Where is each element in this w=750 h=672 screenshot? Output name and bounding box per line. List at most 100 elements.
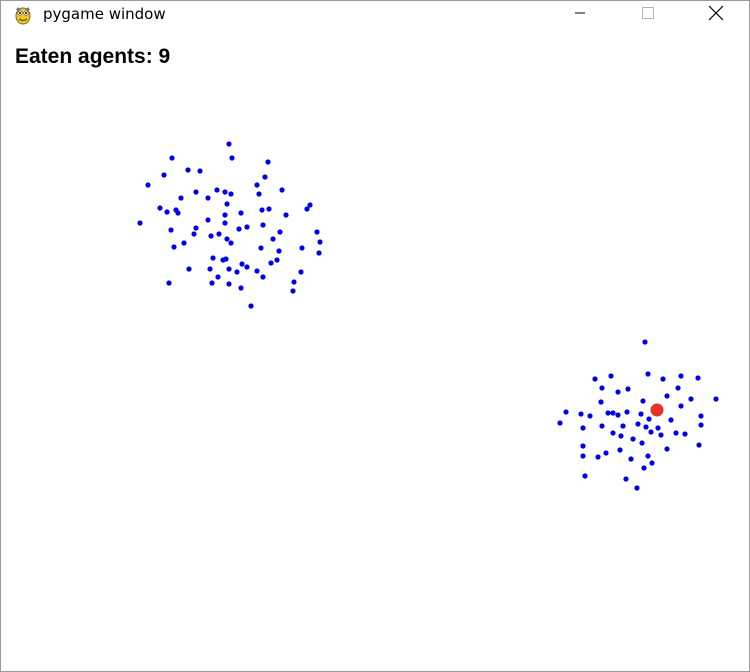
agent-dot [630,436,636,442]
agent-dot [655,425,661,431]
agent-dot [307,202,313,208]
agent-dot [582,473,588,479]
agent-dot [645,453,651,459]
agent-dot [254,268,260,274]
agent-dot [304,206,310,212]
agent-dot [620,423,626,429]
agent-dot [222,220,228,226]
agent-dot [210,255,216,261]
agent-dot [157,205,163,211]
agent-dot [640,398,646,404]
agent-dot [688,396,694,402]
agent-dot [226,266,232,272]
agent-dot [266,206,272,212]
agent-dot [713,396,719,402]
agent-dot [262,174,268,180]
agent-dot [646,416,652,422]
agent-dot [290,288,296,294]
agent-dot [193,189,199,195]
agent-dot [299,245,305,251]
agent-dot [181,240,187,246]
agent-dot [222,189,228,195]
agent-dot [197,168,203,174]
agent-dot [145,182,151,188]
agent-dot [248,303,254,309]
minimize-button[interactable] [557,1,603,29]
agent-dot [592,376,598,382]
agent-dot [578,411,584,417]
agent-dot [678,373,684,379]
agent-dot [178,195,184,201]
agent-dot [610,430,616,436]
agent-dot [239,261,245,267]
agent-dot [610,410,616,416]
maximize-icon [642,6,654,24]
agent-dot [214,187,220,193]
agent-dot [229,155,235,161]
agent-dot [259,207,265,213]
agent-dot [168,227,174,233]
window-title: pygame window [43,5,166,23]
agent-dot [191,231,197,237]
agent-dot [228,191,234,197]
agent-dot [678,403,684,409]
agent-dot [265,159,271,165]
agent-dot [283,212,289,218]
agent-dot [628,456,634,462]
agent-dot [270,236,276,242]
agent-dot [224,236,230,242]
agent-dot [238,285,244,291]
eaten-agents-counter: Eaten agents: 9 [15,45,171,68]
agent-dot [615,412,621,418]
agent-dot [193,225,199,231]
agent-dot [244,224,250,230]
agent-dot [161,172,167,178]
agent-dot [234,269,240,275]
agent-dot [185,167,191,173]
agent-dot [256,191,262,197]
agent-dot [580,425,586,431]
agent-dot [595,454,601,460]
agent-dot [664,446,670,452]
predator-dot [650,403,664,417]
agent-dot [317,239,323,245]
agent-dot [563,409,569,415]
agent-dot [673,430,679,436]
agent-dot [635,421,641,427]
agent-cluster-lower [557,339,719,491]
agent-dot [608,373,614,379]
agent-dot [238,210,244,216]
agent-dot [580,443,586,449]
agent-dot [623,476,629,482]
agent-dot [254,182,260,188]
agent-dot [166,280,172,286]
agent-dot [244,264,250,270]
agent-dot [624,409,630,415]
agent-dot [695,375,701,381]
agent-dot [638,411,644,417]
agent-dot [258,245,264,251]
agent-dot [603,450,609,456]
agent-dot [698,422,704,428]
agent-field [137,141,719,491]
close-icon [708,5,724,26]
agent-dot [643,424,649,430]
close-button[interactable] [693,1,739,29]
agent-dot [207,266,213,272]
agent-dot [660,376,666,382]
game-canvas[interactable]: Eaten agents: 9 [1,29,749,671]
agent-dot [617,447,623,453]
agent-dot [658,432,664,438]
title-bar[interactable]: pygame window [1,1,749,29]
agent-dot [599,385,605,391]
agent-dot [274,257,280,263]
agent-cluster-upper [137,141,323,309]
agent-dot [557,420,563,426]
maximize-button[interactable] [625,1,671,29]
agent-dot [634,485,640,491]
agent-dot [276,248,282,254]
agent-dot [171,244,177,250]
agent-dot [137,220,143,226]
agent-dot [226,141,232,147]
